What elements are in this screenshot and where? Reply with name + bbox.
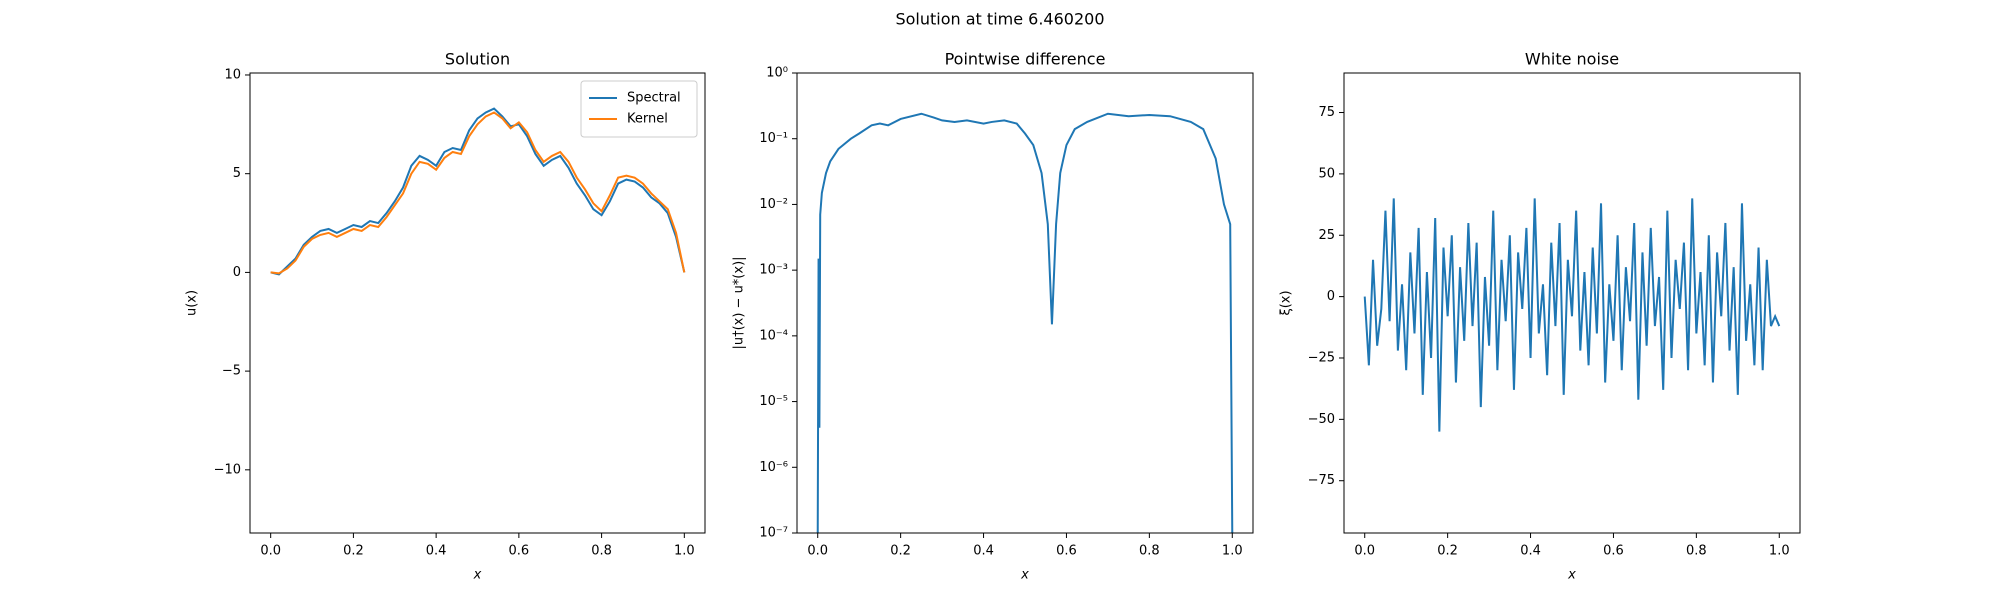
- x-tick-label: 0.2: [343, 544, 364, 559]
- y-tick-label: −75: [1308, 473, 1335, 488]
- x-tick-label: 1.0: [1222, 544, 1243, 559]
- figure-title: Solution at time 6.460200: [895, 10, 1104, 29]
- y-tick-label: 5: [233, 166, 241, 181]
- y-tick-label: 10: [224, 67, 241, 82]
- x-tick-label: 0.0: [260, 544, 281, 559]
- x-tick-label: 0.6: [1056, 544, 1077, 559]
- y-axis-label: |u†(x) − u*(x)|: [732, 256, 747, 349]
- y-tick-label: −50: [1308, 412, 1335, 427]
- y-tick-label: 10⁻²: [759, 197, 788, 212]
- y-tick-label: 10⁻¹: [759, 131, 788, 146]
- series-line: [270, 111, 686, 275]
- y-tick-label: −10: [214, 462, 241, 477]
- y-tick-label: 10⁻⁵: [759, 394, 788, 409]
- y-tick-label: −5: [222, 364, 241, 379]
- axes-title: Solution: [445, 50, 510, 69]
- x-axis-label: x: [1020, 568, 1029, 583]
- y-tick-label: 75: [1318, 105, 1335, 120]
- x-tick-label: 0.8: [1686, 544, 1707, 559]
- x-tick-label: 0.2: [1437, 544, 1458, 559]
- x-tick-label: 0.2: [890, 544, 911, 559]
- legend-box: [580, 80, 698, 138]
- y-axis-label: ξ(x): [1279, 290, 1294, 315]
- y-tick-label: 50: [1318, 166, 1335, 181]
- y-tick-label: 25: [1318, 228, 1335, 243]
- axes-frame: [1343, 72, 1801, 534]
- series-line: [1363, 198, 1781, 432]
- y-tick-label: 10⁰: [766, 66, 788, 81]
- x-tick-label: 0.8: [1139, 544, 1160, 559]
- series-line: [270, 107, 686, 276]
- axes-frame: [796, 72, 1254, 534]
- x-axis-label: x: [1567, 568, 1576, 583]
- x-tick-label: 0.8: [591, 544, 612, 559]
- y-tick-label: 10⁻³: [759, 263, 788, 278]
- y-tick-label: 10⁻⁶: [759, 460, 788, 475]
- y-tick-label: 10⁻⁴: [759, 328, 788, 343]
- axes-frame: [249, 72, 706, 534]
- y-tick-label: −25: [1308, 350, 1335, 365]
- legend-label: Spectral: [627, 91, 681, 106]
- y-tick-label: 0: [1327, 289, 1335, 304]
- y-axis-label: u(x): [185, 290, 200, 316]
- x-tick-label: 0.4: [973, 544, 994, 559]
- axes-title: White noise: [1525, 50, 1619, 69]
- x-tick-label: 0.4: [1520, 544, 1541, 559]
- series-line: [816, 112, 1234, 533]
- x-tick-label: 0.6: [1603, 544, 1624, 559]
- y-tick-label: 0: [233, 265, 241, 280]
- x-tick-label: 1.0: [674, 544, 695, 559]
- x-tick-label: 0.6: [509, 544, 530, 559]
- legend-label: Kernel: [627, 112, 668, 127]
- x-tick-label: 0.0: [1354, 544, 1375, 559]
- x-tick-label: 1.0: [1769, 544, 1790, 559]
- x-axis-label: x: [473, 568, 482, 583]
- axes-title: Pointwise difference: [945, 50, 1106, 69]
- y-tick-label: 10⁻⁷: [759, 526, 788, 541]
- x-tick-label: 0.0: [807, 544, 828, 559]
- x-tick-label: 0.4: [426, 544, 447, 559]
